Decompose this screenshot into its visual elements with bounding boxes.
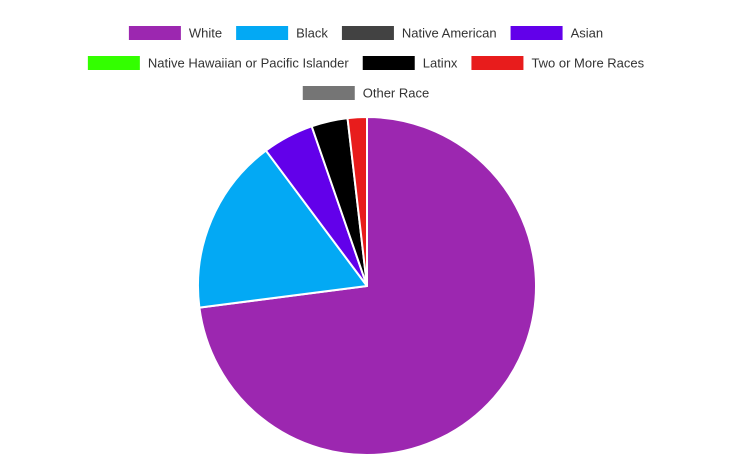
- legend-item-black[interactable]: Black: [236, 26, 328, 41]
- legend-swatch-two-or-more-races: [471, 56, 524, 70]
- legend-label-native-american: Native American: [402, 26, 497, 41]
- legend-swatch-white: [128, 26, 181, 40]
- legend-item-white[interactable]: White: [128, 26, 222, 41]
- legend-swatch-asian: [510, 26, 563, 40]
- pie-slices: [197, 116, 537, 456]
- legend-label-latinx: Latinx: [423, 56, 458, 71]
- legend-label-native-hawaiian-or-pacific-islander: Native Hawaiian or Pacific Islander: [148, 56, 350, 71]
- legend-swatch-native-american: [341, 26, 394, 40]
- legend-label-other-race: Other Race: [363, 86, 429, 101]
- legend-label-two-or-more-races: Two or More Races: [531, 56, 644, 71]
- pie-slice-black[interactable]: [197, 149, 368, 309]
- legend-item-other-race[interactable]: Other Race: [302, 86, 429, 101]
- legend-item-native-hawaiian-or-pacific-islander[interactable]: Native Hawaiian or Pacific Islander: [87, 56, 350, 71]
- legend: White Black Native American Asian Native Haw…: [87, 26, 645, 101]
- legend-label-white: White: [189, 26, 222, 41]
- legend-label-asian: Asian: [571, 26, 604, 41]
- legend-item-two-or-more-races[interactable]: Two or More Races: [471, 56, 645, 71]
- legend-swatch-black: [236, 26, 289, 40]
- pie-slice-two-or-more-races[interactable]: [346, 116, 368, 287]
- legend-label-black: Black: [296, 26, 328, 41]
- legend-item-latinx[interactable]: Latinx: [362, 56, 458, 71]
- legend-item-native-american[interactable]: Native American: [341, 26, 497, 41]
- legend-swatch-other-race: [302, 86, 355, 100]
- legend-item-asian[interactable]: Asian: [510, 26, 604, 41]
- legend-swatch-latinx: [362, 56, 415, 70]
- legend-swatch-native-hawaiian-or-pacific-islander: [87, 56, 140, 70]
